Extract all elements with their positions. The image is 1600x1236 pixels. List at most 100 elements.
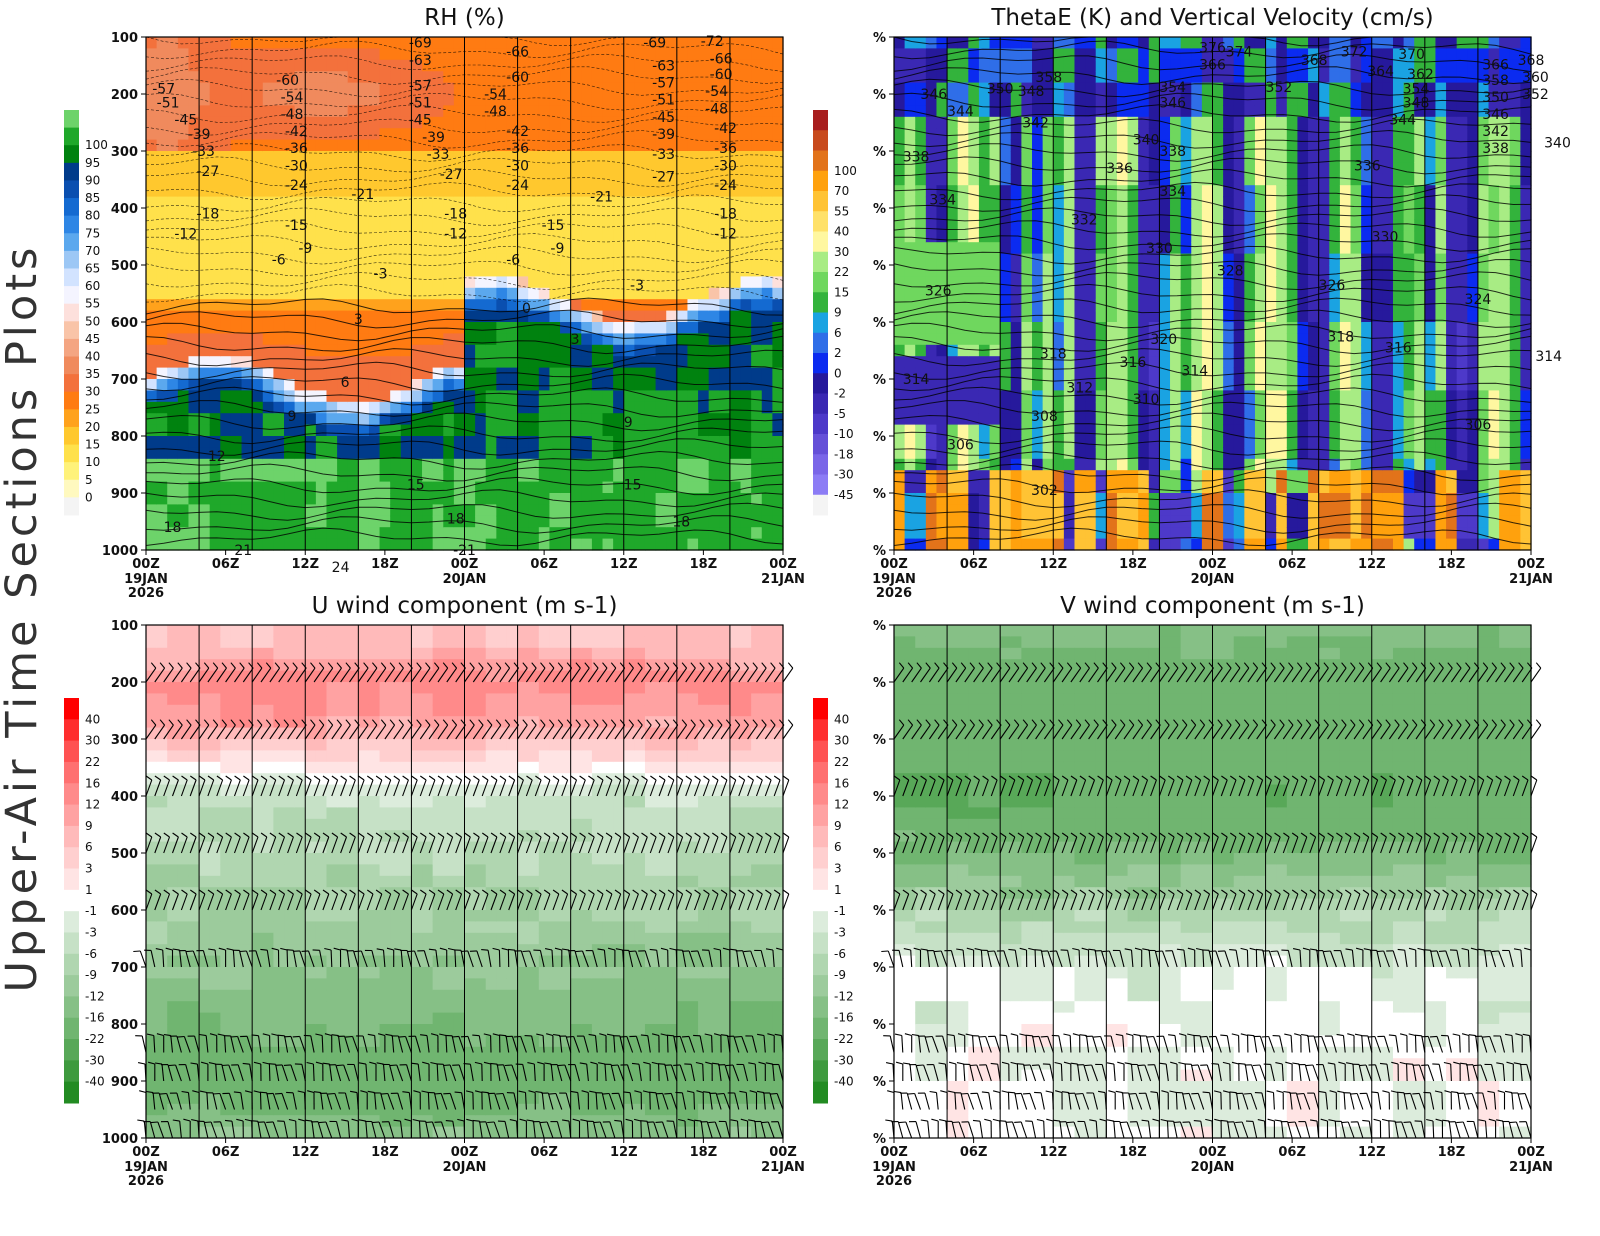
field-cell	[294, 208, 306, 220]
field-cell	[1276, 185, 1288, 198]
field-cell	[978, 515, 991, 528]
field-cell	[1074, 105, 1086, 118]
field-cell	[1116, 504, 1129, 517]
field-cell	[915, 424, 927, 437]
field-cell	[1053, 356, 1065, 369]
field-cell	[1148, 59, 1161, 72]
field-cell	[925, 322, 938, 334]
field-cell	[337, 276, 349, 289]
field-cell	[623, 196, 635, 209]
field-cell	[698, 504, 710, 517]
field-cell	[1074, 527, 1086, 540]
field-cell	[698, 242, 710, 255]
field-cell	[1085, 59, 1097, 72]
field-cell	[167, 185, 179, 198]
field-cell	[252, 48, 264, 61]
field-cell	[517, 447, 529, 460]
field-cell	[156, 401, 168, 414]
field-cell	[719, 265, 731, 277]
field-cell	[1063, 59, 1076, 72]
field-cell	[358, 470, 370, 483]
field-cell	[347, 515, 359, 528]
time-tick-label: 00Z	[769, 557, 797, 572]
field-cell	[167, 424, 179, 437]
field-cell	[1106, 265, 1118, 277]
field-cell	[925, 413, 938, 426]
field-cell	[1042, 481, 1054, 494]
field-cell	[978, 538, 991, 551]
field-cell	[1159, 447, 1171, 460]
field-cell	[1318, 322, 1330, 334]
field-cell	[273, 208, 285, 220]
field-cell	[570, 37, 582, 49]
field-cell	[1127, 94, 1139, 106]
field-cell	[968, 379, 980, 391]
field-cell	[968, 356, 980, 369]
field-cell	[708, 447, 720, 460]
field-cell	[570, 413, 582, 426]
field-cell	[400, 105, 413, 118]
field-cell	[167, 367, 179, 380]
field-cell	[655, 265, 667, 277]
field-cell	[432, 116, 444, 129]
field-cell	[177, 71, 190, 84]
field-cell	[1180, 493, 1192, 505]
field-cell	[623, 299, 635, 312]
field-cell	[538, 105, 551, 118]
field-cell	[623, 470, 635, 483]
field-cell	[687, 515, 699, 528]
field-cell	[1106, 344, 1118, 357]
field-cell	[464, 458, 476, 471]
field-cell	[602, 356, 614, 369]
field-cell	[294, 527, 306, 540]
field-cell	[1074, 481, 1086, 494]
field-cell	[294, 481, 306, 494]
field-cell	[1159, 470, 1171, 483]
field-cell	[230, 276, 243, 289]
field-cell	[315, 94, 328, 106]
field-cell	[1180, 276, 1192, 289]
field-cell	[146, 504, 158, 517]
field-cell	[1074, 276, 1086, 289]
field-cell	[411, 116, 423, 129]
field-cell	[1085, 367, 1097, 380]
field-cell	[1361, 196, 1373, 209]
field-cell	[634, 367, 646, 380]
field-cell	[284, 287, 296, 300]
field-cell	[1297, 128, 1309, 141]
field-cell	[517, 322, 529, 334]
field-cell	[475, 356, 487, 369]
field-cell	[528, 515, 540, 528]
field-cell	[1308, 413, 1320, 426]
field-cell	[464, 208, 476, 220]
field-cell	[740, 379, 752, 391]
field-cell	[1095, 310, 1107, 323]
field-cell	[358, 322, 370, 334]
field-cell	[209, 37, 221, 49]
field-cell	[687, 344, 699, 357]
field-cell	[1138, 379, 1150, 391]
field-cell	[252, 276, 264, 289]
field-cell	[560, 219, 572, 232]
field-cell	[506, 265, 519, 277]
field-cell	[1095, 82, 1107, 95]
field-cell	[538, 94, 551, 106]
field-cell	[262, 356, 274, 369]
field-cell	[1371, 527, 1383, 540]
field-cell	[957, 196, 969, 209]
field-cell	[1032, 538, 1044, 551]
field-cell	[1318, 424, 1330, 437]
field-cell	[1180, 116, 1192, 129]
field-cell	[591, 481, 604, 494]
field-cell	[475, 504, 487, 517]
field-cell	[1371, 401, 1383, 414]
field-cell	[1063, 48, 1076, 61]
field-cell	[1318, 390, 1330, 403]
field-cell	[1074, 504, 1086, 517]
field-cell	[1042, 185, 1054, 198]
field-cell	[496, 515, 508, 528]
field-cell	[506, 253, 519, 266]
field-cell	[1042, 265, 1054, 277]
field-cell	[358, 333, 370, 346]
field-cell	[453, 151, 466, 163]
